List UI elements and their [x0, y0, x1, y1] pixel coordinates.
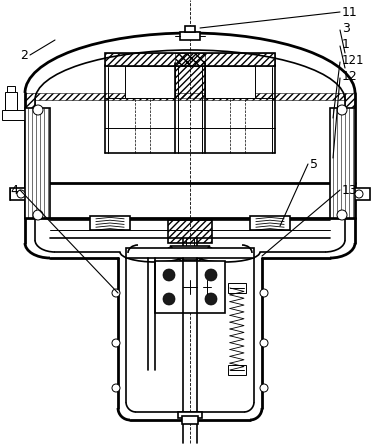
- Circle shape: [260, 384, 268, 392]
- Bar: [155, 261, 225, 313]
- Circle shape: [355, 190, 363, 198]
- Text: 4: 4: [10, 184, 18, 197]
- Text: 5: 5: [310, 158, 318, 171]
- Polygon shape: [170, 246, 210, 260]
- Text: 2: 2: [20, 48, 28, 61]
- Circle shape: [260, 339, 268, 347]
- Text: 13: 13: [342, 184, 358, 197]
- Circle shape: [205, 269, 217, 281]
- Bar: [7, 86, 15, 92]
- Text: 1: 1: [342, 38, 350, 51]
- Circle shape: [337, 210, 347, 220]
- Circle shape: [163, 293, 175, 305]
- Circle shape: [205, 293, 217, 305]
- Bar: [105, 53, 275, 66]
- Bar: [205, 66, 255, 98]
- Circle shape: [112, 339, 120, 347]
- Circle shape: [337, 105, 347, 115]
- Circle shape: [33, 105, 43, 115]
- Circle shape: [112, 289, 120, 297]
- Bar: [25, 108, 50, 218]
- Text: 12: 12: [342, 69, 358, 82]
- Bar: [228, 283, 246, 293]
- Circle shape: [163, 269, 175, 281]
- Bar: [330, 108, 355, 218]
- Bar: [5, 92, 17, 110]
- Bar: [178, 412, 202, 418]
- Bar: [10, 188, 32, 200]
- Text: 11: 11: [342, 5, 358, 18]
- Bar: [180, 32, 200, 40]
- Circle shape: [112, 384, 120, 392]
- Bar: [228, 365, 246, 375]
- Polygon shape: [250, 216, 290, 230]
- Polygon shape: [90, 216, 130, 230]
- Text: 3: 3: [342, 22, 350, 34]
- Circle shape: [260, 289, 268, 297]
- Bar: [182, 416, 198, 424]
- Circle shape: [17, 190, 25, 198]
- Text: 121: 121: [342, 53, 364, 66]
- Bar: [2, 110, 25, 120]
- Bar: [348, 188, 370, 200]
- Bar: [126, 248, 254, 258]
- Bar: [125, 66, 175, 98]
- Bar: [185, 26, 195, 32]
- Circle shape: [33, 210, 43, 220]
